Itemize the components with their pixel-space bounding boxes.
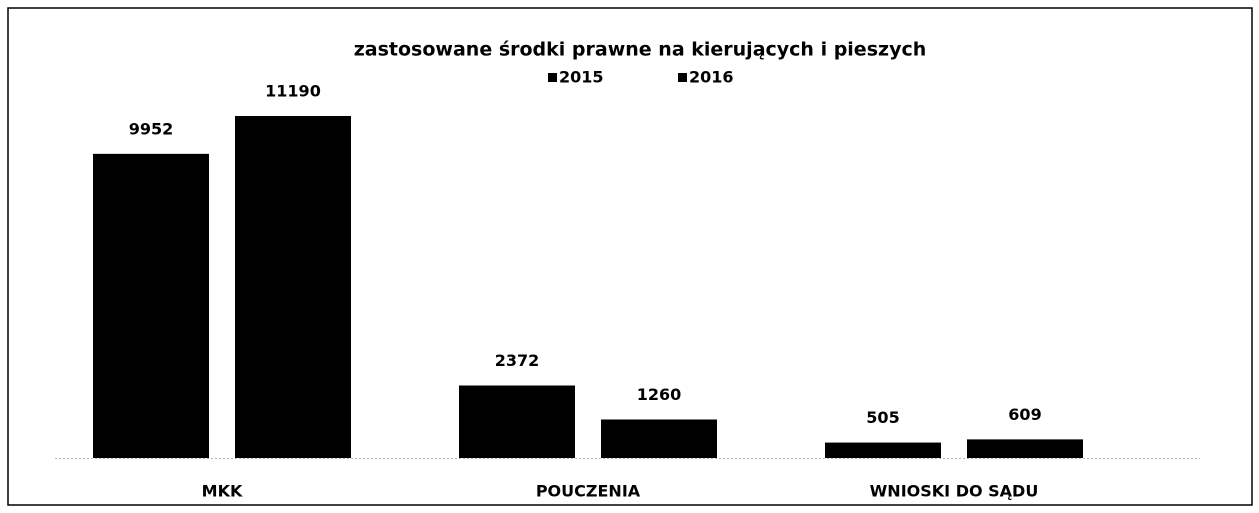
data-label: 1260 [637, 385, 682, 404]
bar [825, 442, 941, 458]
data-label: 609 [1008, 405, 1041, 424]
x-tick-label: MKK [202, 482, 243, 501]
bar [459, 385, 575, 458]
data-label: 11190 [265, 82, 321, 101]
bar [967, 439, 1083, 458]
data-label: 2372 [495, 351, 540, 370]
data-label: 505 [866, 408, 899, 427]
bar [601, 419, 717, 458]
legend-swatch [548, 73, 557, 82]
legend-label: 2016 [689, 68, 734, 87]
bar [235, 116, 351, 458]
data-label: 9952 [129, 119, 174, 138]
bar [93, 153, 209, 459]
legend-label: 2015 [559, 68, 604, 87]
chart-title: zastosowane środki prawne na kierujących… [354, 39, 927, 61]
x-tick-label: POUCZENIA [536, 482, 641, 501]
x-tick-label: WNIOSKI DO SĄDU [870, 482, 1039, 501]
legend-swatch [678, 73, 687, 82]
